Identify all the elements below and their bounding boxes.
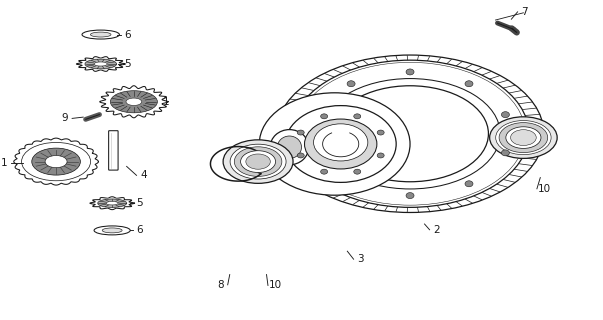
Polygon shape	[85, 59, 116, 69]
Ellipse shape	[246, 154, 270, 169]
Ellipse shape	[94, 62, 107, 66]
Ellipse shape	[295, 62, 525, 205]
Ellipse shape	[311, 150, 318, 156]
Ellipse shape	[354, 169, 361, 174]
Text: 4: 4	[140, 170, 147, 180]
Ellipse shape	[499, 123, 548, 153]
Polygon shape	[77, 57, 125, 71]
Ellipse shape	[502, 112, 510, 118]
Ellipse shape	[354, 114, 361, 119]
Ellipse shape	[377, 130, 384, 135]
Ellipse shape	[320, 78, 500, 189]
Ellipse shape	[311, 112, 318, 118]
Ellipse shape	[502, 150, 510, 156]
Ellipse shape	[235, 147, 282, 176]
Text: 10: 10	[537, 184, 551, 194]
Ellipse shape	[126, 98, 142, 105]
Text: 5: 5	[137, 198, 143, 208]
Text: 2: 2	[434, 225, 440, 235]
Text: 10: 10	[268, 280, 282, 291]
Ellipse shape	[511, 130, 536, 146]
Ellipse shape	[465, 81, 473, 87]
Ellipse shape	[230, 144, 286, 179]
Ellipse shape	[110, 91, 157, 113]
Polygon shape	[90, 197, 134, 210]
Ellipse shape	[321, 169, 327, 174]
Ellipse shape	[270, 130, 309, 165]
Ellipse shape	[241, 151, 276, 172]
Polygon shape	[99, 86, 168, 118]
Text: 1: 1	[163, 97, 169, 107]
Ellipse shape	[347, 81, 355, 87]
Ellipse shape	[377, 153, 384, 158]
Ellipse shape	[347, 181, 355, 187]
Text: 7: 7	[522, 7, 528, 17]
Ellipse shape	[321, 114, 327, 119]
Ellipse shape	[277, 136, 302, 158]
Text: 8: 8	[218, 280, 224, 290]
Text: 1: 1	[1, 157, 7, 168]
Ellipse shape	[223, 140, 293, 183]
Ellipse shape	[291, 60, 529, 207]
Ellipse shape	[94, 226, 130, 235]
Text: 9: 9	[62, 113, 68, 124]
Ellipse shape	[32, 148, 80, 175]
Ellipse shape	[297, 130, 305, 135]
Ellipse shape	[332, 86, 488, 182]
Ellipse shape	[259, 93, 410, 195]
Ellipse shape	[406, 69, 414, 75]
Ellipse shape	[45, 156, 67, 168]
Ellipse shape	[465, 181, 473, 187]
Polygon shape	[98, 199, 127, 207]
Polygon shape	[14, 138, 98, 185]
Text: 6: 6	[137, 225, 143, 236]
Ellipse shape	[314, 124, 368, 161]
Ellipse shape	[82, 30, 119, 39]
Ellipse shape	[496, 121, 551, 155]
FancyBboxPatch shape	[109, 131, 118, 170]
Ellipse shape	[406, 193, 414, 199]
Ellipse shape	[297, 153, 305, 158]
Text: 3: 3	[358, 254, 364, 264]
Ellipse shape	[490, 117, 557, 158]
Ellipse shape	[22, 142, 90, 181]
Ellipse shape	[285, 106, 396, 182]
Ellipse shape	[276, 55, 544, 212]
Ellipse shape	[90, 32, 111, 37]
Ellipse shape	[106, 202, 118, 205]
Ellipse shape	[506, 127, 541, 148]
Text: 5: 5	[125, 59, 131, 69]
Ellipse shape	[103, 228, 122, 233]
Ellipse shape	[305, 119, 377, 169]
Text: 6: 6	[125, 29, 131, 40]
